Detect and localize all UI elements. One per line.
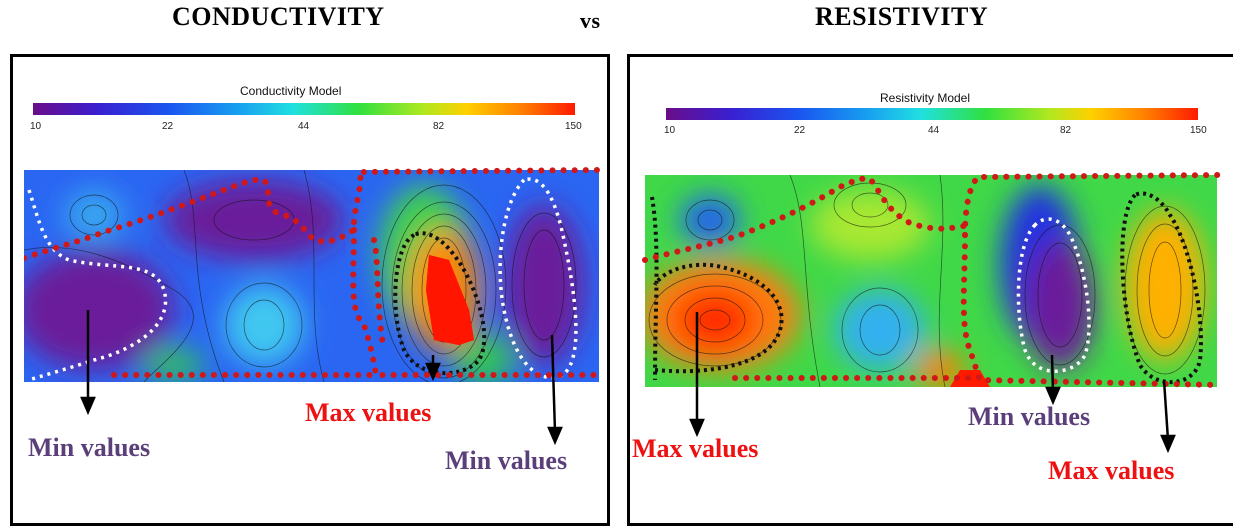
resistivity-max-values-label-right: Max values (1048, 456, 1175, 485)
conductivity-annotation-arrows (80, 310, 563, 446)
title-vs: vs (580, 8, 601, 33)
resistivity-tick-1: 10 (664, 125, 676, 136)
resistivity-annotation-arrows (689, 312, 1176, 454)
conductivity-colorbar (33, 103, 575, 115)
conductivity-tick-5: 150 (565, 121, 582, 132)
conductivity-tick-2: 22 (162, 121, 174, 132)
resistivity-tick-2: 22 (794, 125, 806, 136)
resistivity-tick-5: 150 (1190, 125, 1207, 136)
title-conductivity: CONDUCTIVITY (172, 2, 385, 31)
conductivity-tick-3: 44 (298, 121, 310, 132)
conductivity-max-values-label: Max values (305, 398, 432, 427)
conductivity-min-values-label-right: Min values (445, 446, 568, 475)
resistivity-colorbar (666, 108, 1198, 120)
conductivity-colorbar-title: Conductivity Model (240, 84, 342, 98)
resistivity-min-values-label: Min values (968, 402, 1091, 431)
resistivity-model-map (642, 172, 1223, 388)
conductivity-min-values-label-left: Min values (28, 433, 151, 462)
resistivity-colorbar-title: Resistivity Model (880, 91, 971, 105)
conductivity-tick-4: 82 (433, 121, 445, 132)
conductivity-model-map (24, 167, 602, 382)
conductivity-tick-1: 10 (30, 121, 42, 132)
title-resistivity: RESISTIVITY (815, 2, 989, 31)
resistivity-tick-4: 82 (1060, 125, 1072, 136)
resistivity-max-values-label-left: Max values (632, 434, 759, 463)
resistivity-tick-3: 44 (928, 125, 940, 136)
